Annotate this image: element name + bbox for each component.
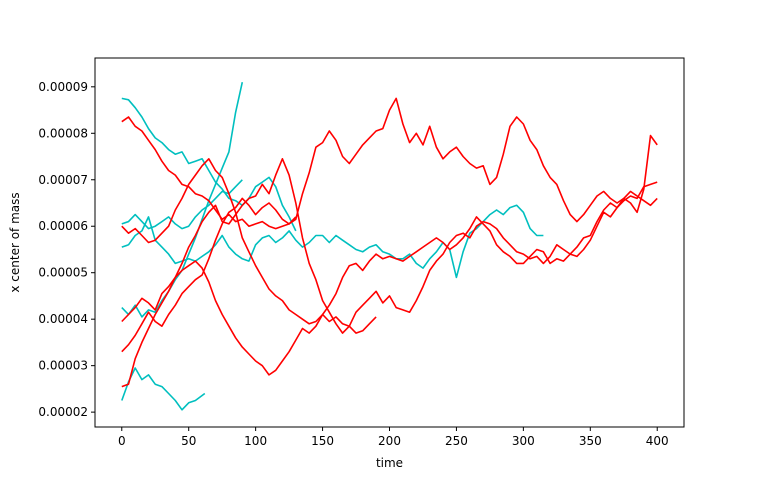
x-tick-label: 400 [646, 434, 669, 448]
x-tick-label: 150 [311, 434, 334, 448]
x-tick-label: 100 [244, 434, 267, 448]
y-tick-label: 0.00008 [38, 126, 88, 140]
y-tick-label: 0.00004 [38, 312, 88, 326]
x-tick-label: 300 [512, 434, 535, 448]
x-tick-label: 350 [579, 434, 602, 448]
series-line-7 [121, 158, 658, 325]
y-tick-label: 0.00003 [38, 359, 88, 373]
series-line-5 [121, 179, 243, 230]
y-axis-label: x center of mass [8, 192, 22, 292]
series-layer [121, 82, 658, 411]
x-axis-label: time [376, 456, 403, 470]
y-tick-label: 0.00005 [38, 266, 88, 280]
x-axis: 0 50 100 150 200 250 300 350 400 [118, 427, 669, 448]
series-line-6 [121, 97, 658, 230]
x-tick-label: 250 [445, 434, 468, 448]
series-line-10 [121, 260, 377, 376]
series-line-9 [121, 197, 297, 353]
x-tick-label: 200 [378, 434, 401, 448]
y-tick-label: 0.00006 [38, 219, 88, 233]
x-tick-label: 0 [118, 434, 126, 448]
plot-frame [94, 57, 685, 428]
y-tick-label: 0.00007 [38, 173, 88, 187]
y-axis: 0.00002 0.00003 0.00004 0.00005 0.00006 0.000… [38, 80, 95, 419]
y-tick-label: 0.00002 [38, 405, 88, 419]
series-line-3 [121, 204, 544, 279]
series-line-8 [121, 158, 658, 388]
series-line-4 [121, 97, 297, 232]
x-tick-label: 50 [181, 434, 196, 448]
series-line-1 [121, 367, 206, 411]
y-tick-label: 0.00009 [38, 80, 88, 94]
